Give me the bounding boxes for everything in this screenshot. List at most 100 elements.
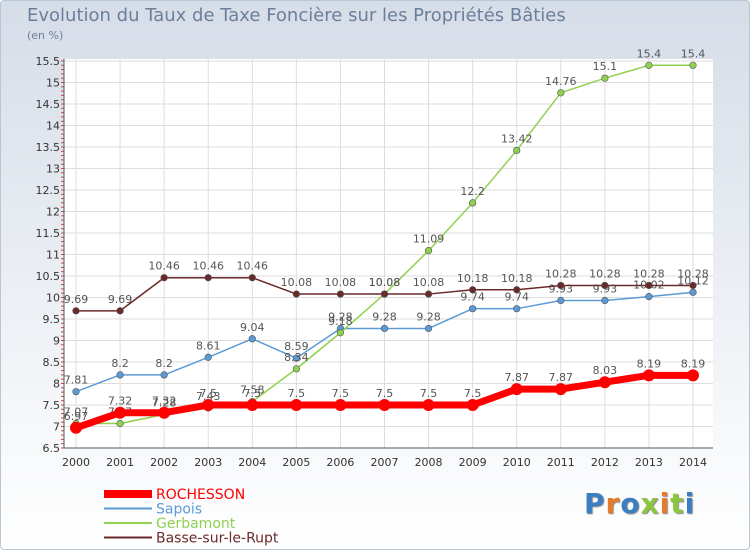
y-tick-label: 9 [53, 335, 60, 348]
y-tick-label: 8.5 [43, 356, 61, 369]
data-point [248, 274, 256, 282]
x-tick-label: 2003 [194, 456, 222, 469]
y-tick-label: 14 [46, 120, 60, 133]
data-point [292, 354, 300, 362]
data-point [513, 286, 521, 294]
data-point [601, 296, 609, 305]
y-tick-label: 12 [46, 206, 60, 219]
data-point [204, 274, 212, 282]
data-point [645, 281, 653, 290]
data-point [114, 406, 127, 419]
data-label: 9.04 [240, 321, 265, 334]
x-tick-label: 2012 [591, 456, 619, 469]
logo-letter: r [605, 487, 621, 520]
y-tick-label: 8 [53, 378, 60, 391]
data-label: 7.43 [196, 390, 221, 403]
y-tick-label: 10 [46, 292, 60, 305]
data-point [513, 305, 521, 313]
x-tick-label: 2002 [150, 456, 178, 469]
data-point [424, 324, 433, 333]
data-point [160, 274, 168, 282]
data-label: 10.18 [457, 272, 489, 285]
data-point [72, 307, 80, 315]
data-label: 7.5 [244, 387, 262, 400]
data-label: 10.28 [589, 267, 621, 280]
data-point [422, 399, 435, 411]
data-point [116, 419, 124, 428]
logo-letter: t [670, 487, 685, 520]
data-point [116, 307, 124, 315]
data-point [290, 399, 303, 411]
data-point [292, 290, 300, 298]
data-label: 9.69 [64, 293, 89, 306]
logo-letter: x [640, 487, 660, 520]
data-label: 15.4 [681, 47, 706, 60]
data-label: 10.28 [633, 267, 665, 280]
data-point [160, 371, 168, 379]
y-tick-label: 14.5 [36, 98, 61, 111]
data-label: 10.08 [369, 276, 401, 289]
data-point [380, 324, 389, 333]
data-point [645, 61, 653, 69]
data-point [336, 290, 345, 298]
data-label: 9.18 [328, 315, 353, 328]
y-tick-label: 11.5 [36, 227, 61, 240]
data-label: 8.2 [155, 357, 173, 370]
data-point [246, 399, 259, 411]
data-label: 8.61 [196, 339, 221, 352]
data-point [689, 61, 697, 69]
proxiti-logo: Proxiti [584, 487, 695, 520]
data-point [72, 388, 80, 396]
data-point [334, 399, 347, 411]
logo-letter: o [620, 487, 641, 520]
logo-letter: i [684, 487, 696, 520]
legend-label: Gerbamont [156, 516, 236, 532]
y-tick-label: 10.5 [36, 270, 61, 283]
data-point [248, 335, 256, 343]
data-point [645, 293, 653, 301]
data-point [424, 247, 433, 255]
x-tick-label: 2013 [635, 456, 663, 469]
data-label: 7.81 [64, 374, 89, 387]
data-point [601, 281, 609, 290]
data-point [466, 399, 479, 411]
data-point [116, 371, 124, 379]
x-tick-label: 2006 [326, 456, 354, 469]
logo-letter: P [584, 487, 606, 520]
data-label: 10.08 [413, 276, 445, 289]
data-point [469, 305, 477, 313]
data-point [689, 281, 697, 290]
chart-subtitle: (en %) [27, 29, 64, 42]
data-point [687, 369, 699, 382]
x-tick-label: 2001 [106, 456, 134, 469]
data-point [380, 290, 389, 298]
data-point [70, 421, 82, 434]
data-point [554, 383, 567, 396]
y-tick-label: 15 [46, 77, 60, 90]
data-point [336, 329, 345, 337]
data-label: 7.5 [199, 387, 217, 400]
data-point [204, 353, 212, 361]
data-label: 10.46 [148, 260, 180, 273]
data-label: 7.5 [288, 387, 306, 400]
data-label: 7.5 [420, 387, 438, 400]
data-label: 7.87 [504, 371, 529, 384]
y-tick-label: 9.5 [43, 313, 61, 326]
x-tick-label: 2008 [415, 456, 443, 469]
x-tick-label: 2007 [371, 456, 399, 469]
x-tick-label: 2009 [459, 456, 487, 469]
y-tick-label: 7 [53, 421, 60, 434]
data-point [642, 369, 655, 382]
legend-label: Sapois [156, 502, 202, 518]
x-tick-label: 2005 [282, 456, 310, 469]
data-point [513, 146, 521, 155]
x-tick-label: 2014 [679, 456, 707, 469]
data-label: 15.1 [593, 60, 618, 73]
data-label: 14.76 [545, 75, 577, 88]
data-point [598, 376, 611, 389]
data-label: 10.46 [192, 260, 224, 273]
chart-title: Evolution du Taux de Taxe Foncière sur l… [27, 5, 566, 26]
data-label: 10.46 [237, 260, 269, 273]
